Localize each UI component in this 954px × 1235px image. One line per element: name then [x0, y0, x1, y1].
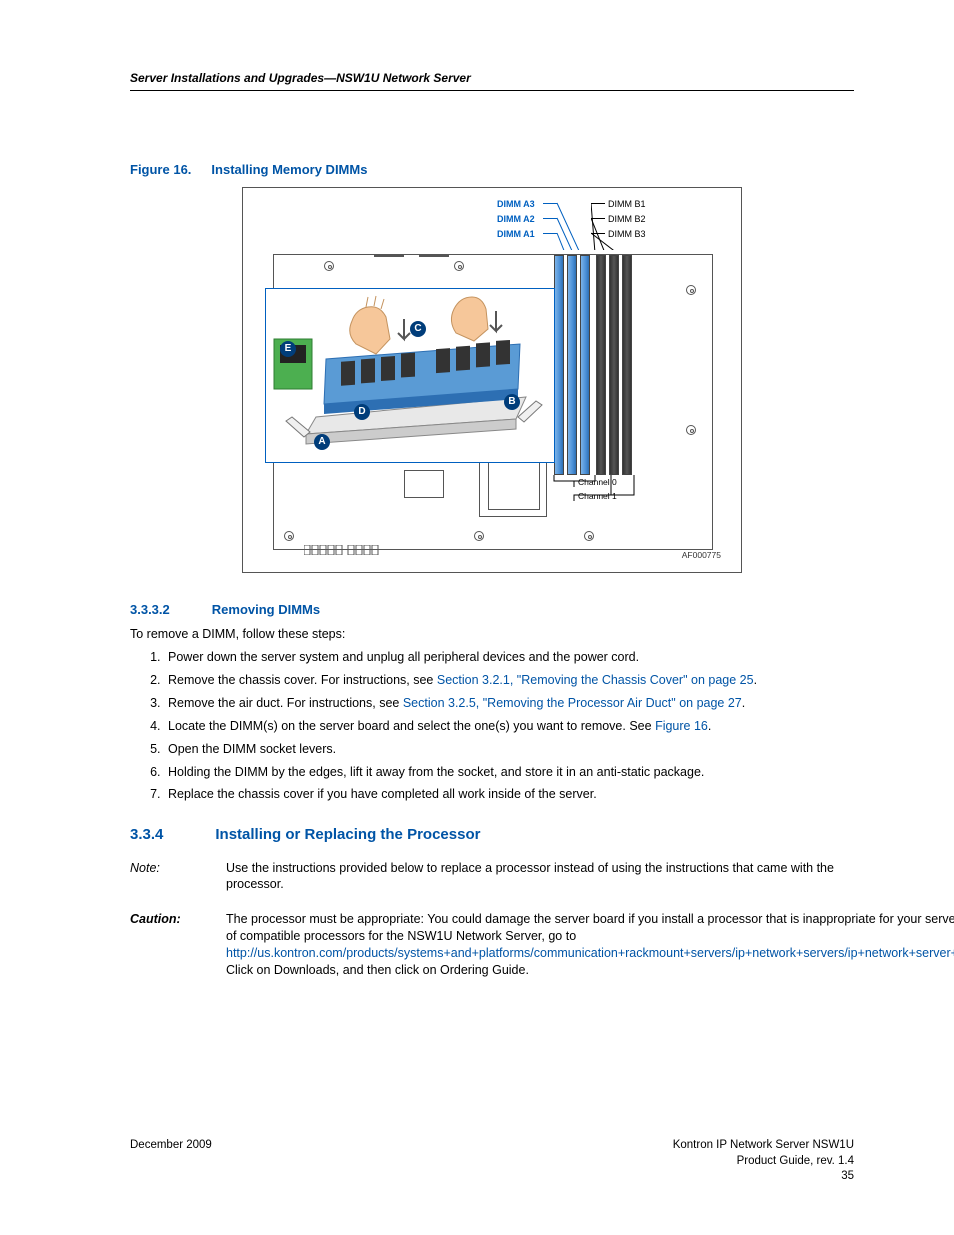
- figure-caption: Figure 16. Installing Memory DIMMs: [130, 161, 854, 179]
- page-footer: December 2009 Kontron IP Network Server …: [130, 1138, 854, 1185]
- note-label: Note:: [130, 860, 212, 894]
- note-block: Note: Use the instructions provided belo…: [130, 860, 854, 894]
- step-item: Power down the server system and unplug …: [164, 649, 854, 666]
- label-dimm-a2: DIMM A2: [497, 213, 535, 225]
- step-item: Locate the DIMM(s) on the server board a…: [164, 718, 854, 735]
- callout-e: E: [280, 341, 296, 357]
- footer-product: Kontron IP Network Server NSW1U: [673, 1138, 854, 1154]
- dimm-slot-b1: [596, 255, 606, 475]
- footer-date: December 2009: [130, 1138, 212, 1185]
- xref-link[interactable]: Section 3.2.1, "Removing the Chassis Cov…: [437, 673, 754, 687]
- section-3332-intro: To remove a DIMM, follow these steps:: [130, 626, 854, 643]
- caution-link[interactable]: http://us.kontron.com/products/systems+a…: [226, 946, 954, 960]
- leader-lines-blue: [543, 200, 593, 250]
- section-3332-number: 3.3.3.2: [130, 601, 170, 619]
- running-header: Server Installations and Upgrades—NSW1U …: [130, 70, 854, 86]
- step-text: Holding the DIMM by the edges, lift it a…: [168, 765, 704, 779]
- figure-ref-number: AF000775: [682, 550, 721, 561]
- section-3332-title: Removing DIMMs: [212, 601, 320, 619]
- caution-pre: The processor must be appropriate: You c…: [226, 912, 954, 943]
- step-text: Locate the DIMM(s) on the server board a…: [168, 719, 655, 733]
- step-text: Power down the server system and unplug …: [168, 650, 639, 664]
- callout-d: D: [354, 404, 370, 420]
- note-text: Use the instructions provided below to r…: [226, 860, 854, 894]
- step-item: Remove the air duct. For instructions, s…: [164, 695, 854, 712]
- callout-a: A: [314, 434, 330, 450]
- figure-16-diagram: DIMM A3 DIMM A2 DIMM A1 DIMM B1 DIMM B2 …: [242, 187, 742, 573]
- callout-b: B: [504, 394, 520, 410]
- dimm-slot-b3: [622, 255, 632, 475]
- section-334-title: Installing or Replacing the Processor: [215, 825, 480, 845]
- footer-page: 35: [673, 1169, 854, 1185]
- steps-list: Power down the server system and unplug …: [130, 649, 854, 803]
- section-334-number: 3.3.4: [130, 825, 163, 845]
- label-dimm-a1: DIMM A1: [497, 228, 535, 240]
- figure-label: Figure 16.: [130, 161, 191, 179]
- xref-link[interactable]: Section 3.2.5, "Removing the Processor A…: [403, 696, 742, 710]
- xref-link[interactable]: Figure 16: [655, 719, 708, 733]
- section-334-heading: 3.3.4 Installing or Replacing the Proces…: [130, 825, 854, 845]
- figure-title: Installing Memory DIMMs: [211, 161, 367, 179]
- magnified-inset: A B C D E: [265, 288, 555, 463]
- step-text: .: [754, 673, 757, 687]
- label-dimm-a3: DIMM A3: [497, 198, 535, 210]
- caution-label: Caution:: [130, 911, 212, 979]
- step-item: Holding the DIMM by the edges, lift it a…: [164, 764, 854, 781]
- inset-svg: [266, 289, 556, 464]
- footer-guide: Product Guide, rev. 1.4: [673, 1154, 854, 1170]
- step-text: Replace the chassis cover if you have co…: [168, 787, 597, 801]
- step-text: Open the DIMM socket levers.: [168, 742, 336, 756]
- step-item: Remove the chassis cover. For instructio…: [164, 672, 854, 689]
- step-item: Open the DIMM socket levers.: [164, 741, 854, 758]
- leader-lines-black: [591, 200, 641, 250]
- section-3332-heading: 3.3.3.2 Removing DIMMs: [130, 601, 854, 619]
- step-item: Replace the chassis cover if you have co…: [164, 786, 854, 803]
- step-text: Remove the air duct. For instructions, s…: [168, 696, 403, 710]
- caution-text: The processor must be appropriate: You c…: [226, 911, 954, 979]
- caution-block: Caution: The processor must be appropria…: [130, 911, 854, 979]
- step-text: Remove the chassis cover. For instructio…: [168, 673, 437, 687]
- callout-c: C: [410, 321, 426, 337]
- step-text: .: [742, 696, 745, 710]
- dimm-slot-b2: [609, 255, 619, 475]
- edge-connectors: [304, 545, 424, 555]
- dimm-slot-a2: [567, 255, 577, 475]
- dimm-slot-a3: [580, 255, 590, 475]
- figure-container: DIMM A3 DIMM A2 DIMM A1 DIMM B1 DIMM B2 …: [130, 187, 854, 573]
- header-rule: [130, 90, 854, 91]
- channel-brackets: [549, 473, 639, 503]
- step-text: .: [708, 719, 711, 733]
